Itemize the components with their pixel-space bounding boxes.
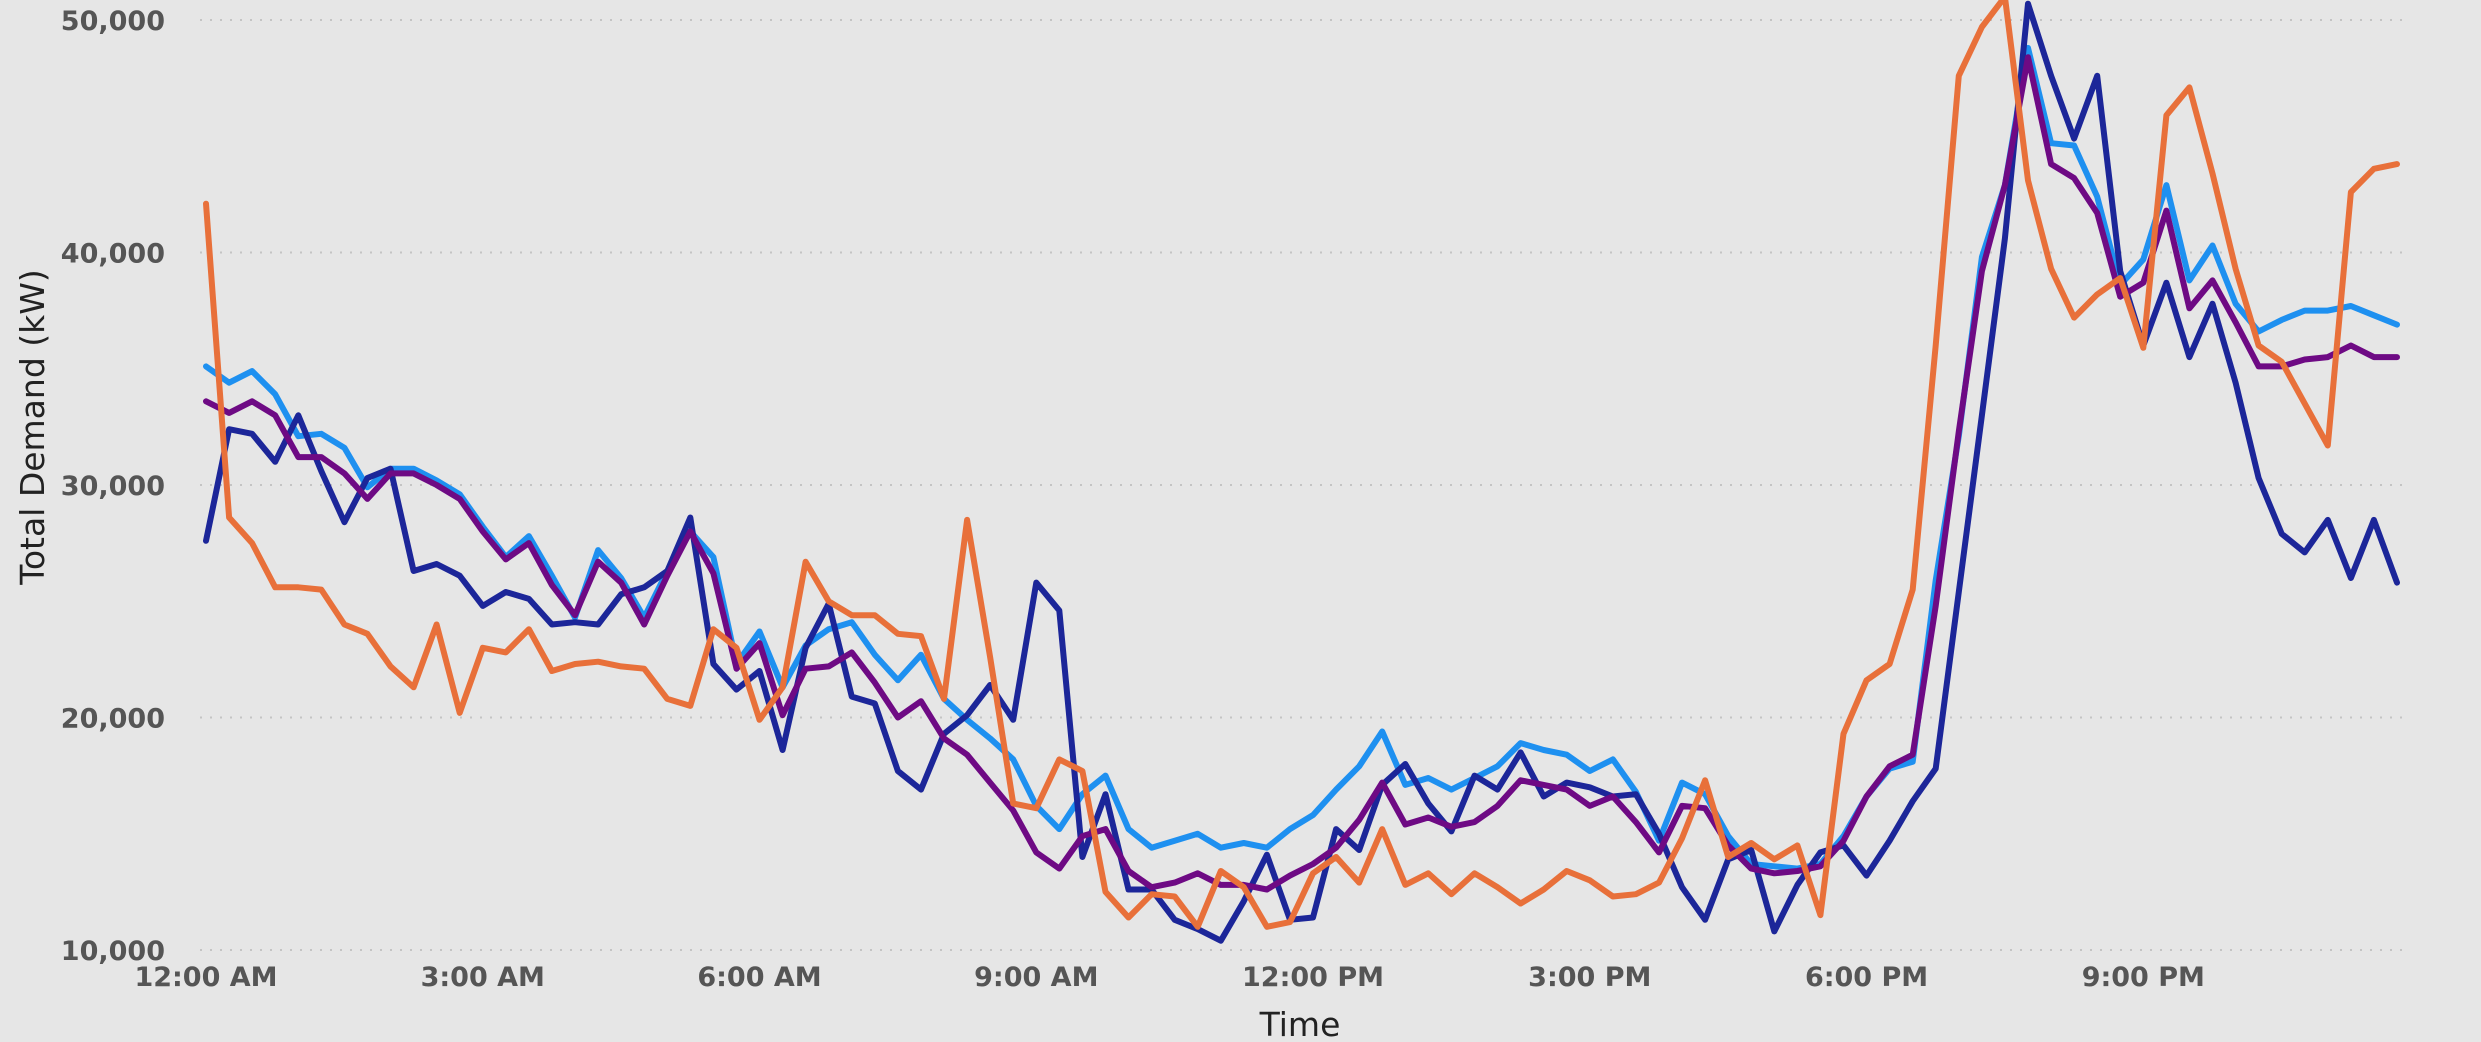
y-tick-label: 20,000 — [61, 704, 165, 735]
series-line-3 — [203, 54, 2400, 893]
x-axis-ticks: 12:00 AM 3:00 AM 6:00 AM 9:00 AM 12:00 PM 3:0… — [134, 962, 2204, 993]
y-axis-title: Total Demand (kW) — [13, 269, 52, 585]
x-tick-label: 12:00 AM — [134, 962, 277, 993]
x-tick-label: 6:00 PM — [1805, 962, 1928, 993]
y-tick-label: 50,000 — [61, 6, 165, 37]
series-lines — [203, 0, 2400, 944]
x-tick-label: 12:00 PM — [1242, 962, 1384, 993]
y-tick-label: 30,000 — [61, 471, 165, 502]
y-axis-ticks: 10,000 20,000 30,000 40,000 50,000 — [61, 6, 165, 967]
series-line-2 — [203, 0, 2400, 944]
x-tick-label: 3:00 AM — [421, 962, 545, 993]
x-axis-title: Time — [1259, 1005, 1341, 1042]
x-tick-label: 6:00 AM — [697, 962, 821, 993]
x-tick-label: 9:00 AM — [974, 962, 1098, 993]
x-tick-label: 9:00 PM — [2082, 962, 2205, 993]
series-line-4 — [203, 0, 2400, 930]
x-tick-label: 3:00 PM — [1528, 962, 1651, 993]
gridlines — [200, 19, 2410, 951]
y-tick-label: 10,000 — [61, 936, 165, 967]
y-tick-label: 40,000 — [61, 239, 165, 270]
